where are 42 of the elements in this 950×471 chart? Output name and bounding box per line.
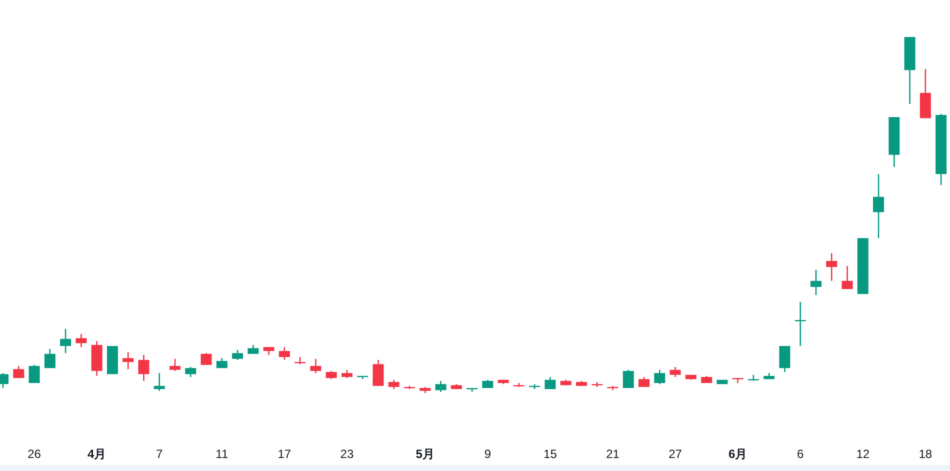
candlestick [810,269,822,296]
candlestick [388,379,400,390]
x-tick-label: 5月 [416,447,434,461]
x-tick-label: 15 [544,447,558,461]
x-tick-label: 17 [278,447,292,461]
candlestick [826,252,838,282]
x-tick-label: 27 [668,447,682,461]
x-tick-label: 21 [606,447,620,461]
x-tick-label: 12 [856,447,870,461]
candlestick [200,352,212,366]
candlestick [670,366,681,378]
x-tick-label: 26 [28,447,42,461]
candlestick [169,358,180,372]
candlestick [278,346,290,361]
candlestick [779,345,790,373]
x-tick-label: 23 [340,447,354,461]
x-tick-label: 6 [797,447,804,461]
candlestick [232,349,244,361]
candlestick [842,265,853,290]
candlestick [873,173,884,239]
candlestick [138,354,150,382]
x-tick-label: 9 [484,447,492,461]
candlestick [13,365,24,379]
candlestick [654,369,666,385]
candlestick [154,372,165,392]
candlestick [60,328,72,354]
candlestick [372,359,384,387]
candlestick [28,364,40,384]
candlestick [622,369,634,389]
x-tick-label: 4月 [87,447,106,461]
x-tick-label: 18 [918,447,932,461]
candlestick [185,366,196,378]
x-tick-label: 11 [216,447,228,461]
x-tick-label: 7 [156,447,164,461]
candlestick [122,351,134,370]
candlestick [310,358,322,374]
candlestick [76,333,87,348]
candlestick [435,380,446,393]
candlestick [638,376,650,388]
candlestick [544,376,556,390]
candlestick [44,348,56,369]
x-tick-label: 6月 [728,447,748,461]
